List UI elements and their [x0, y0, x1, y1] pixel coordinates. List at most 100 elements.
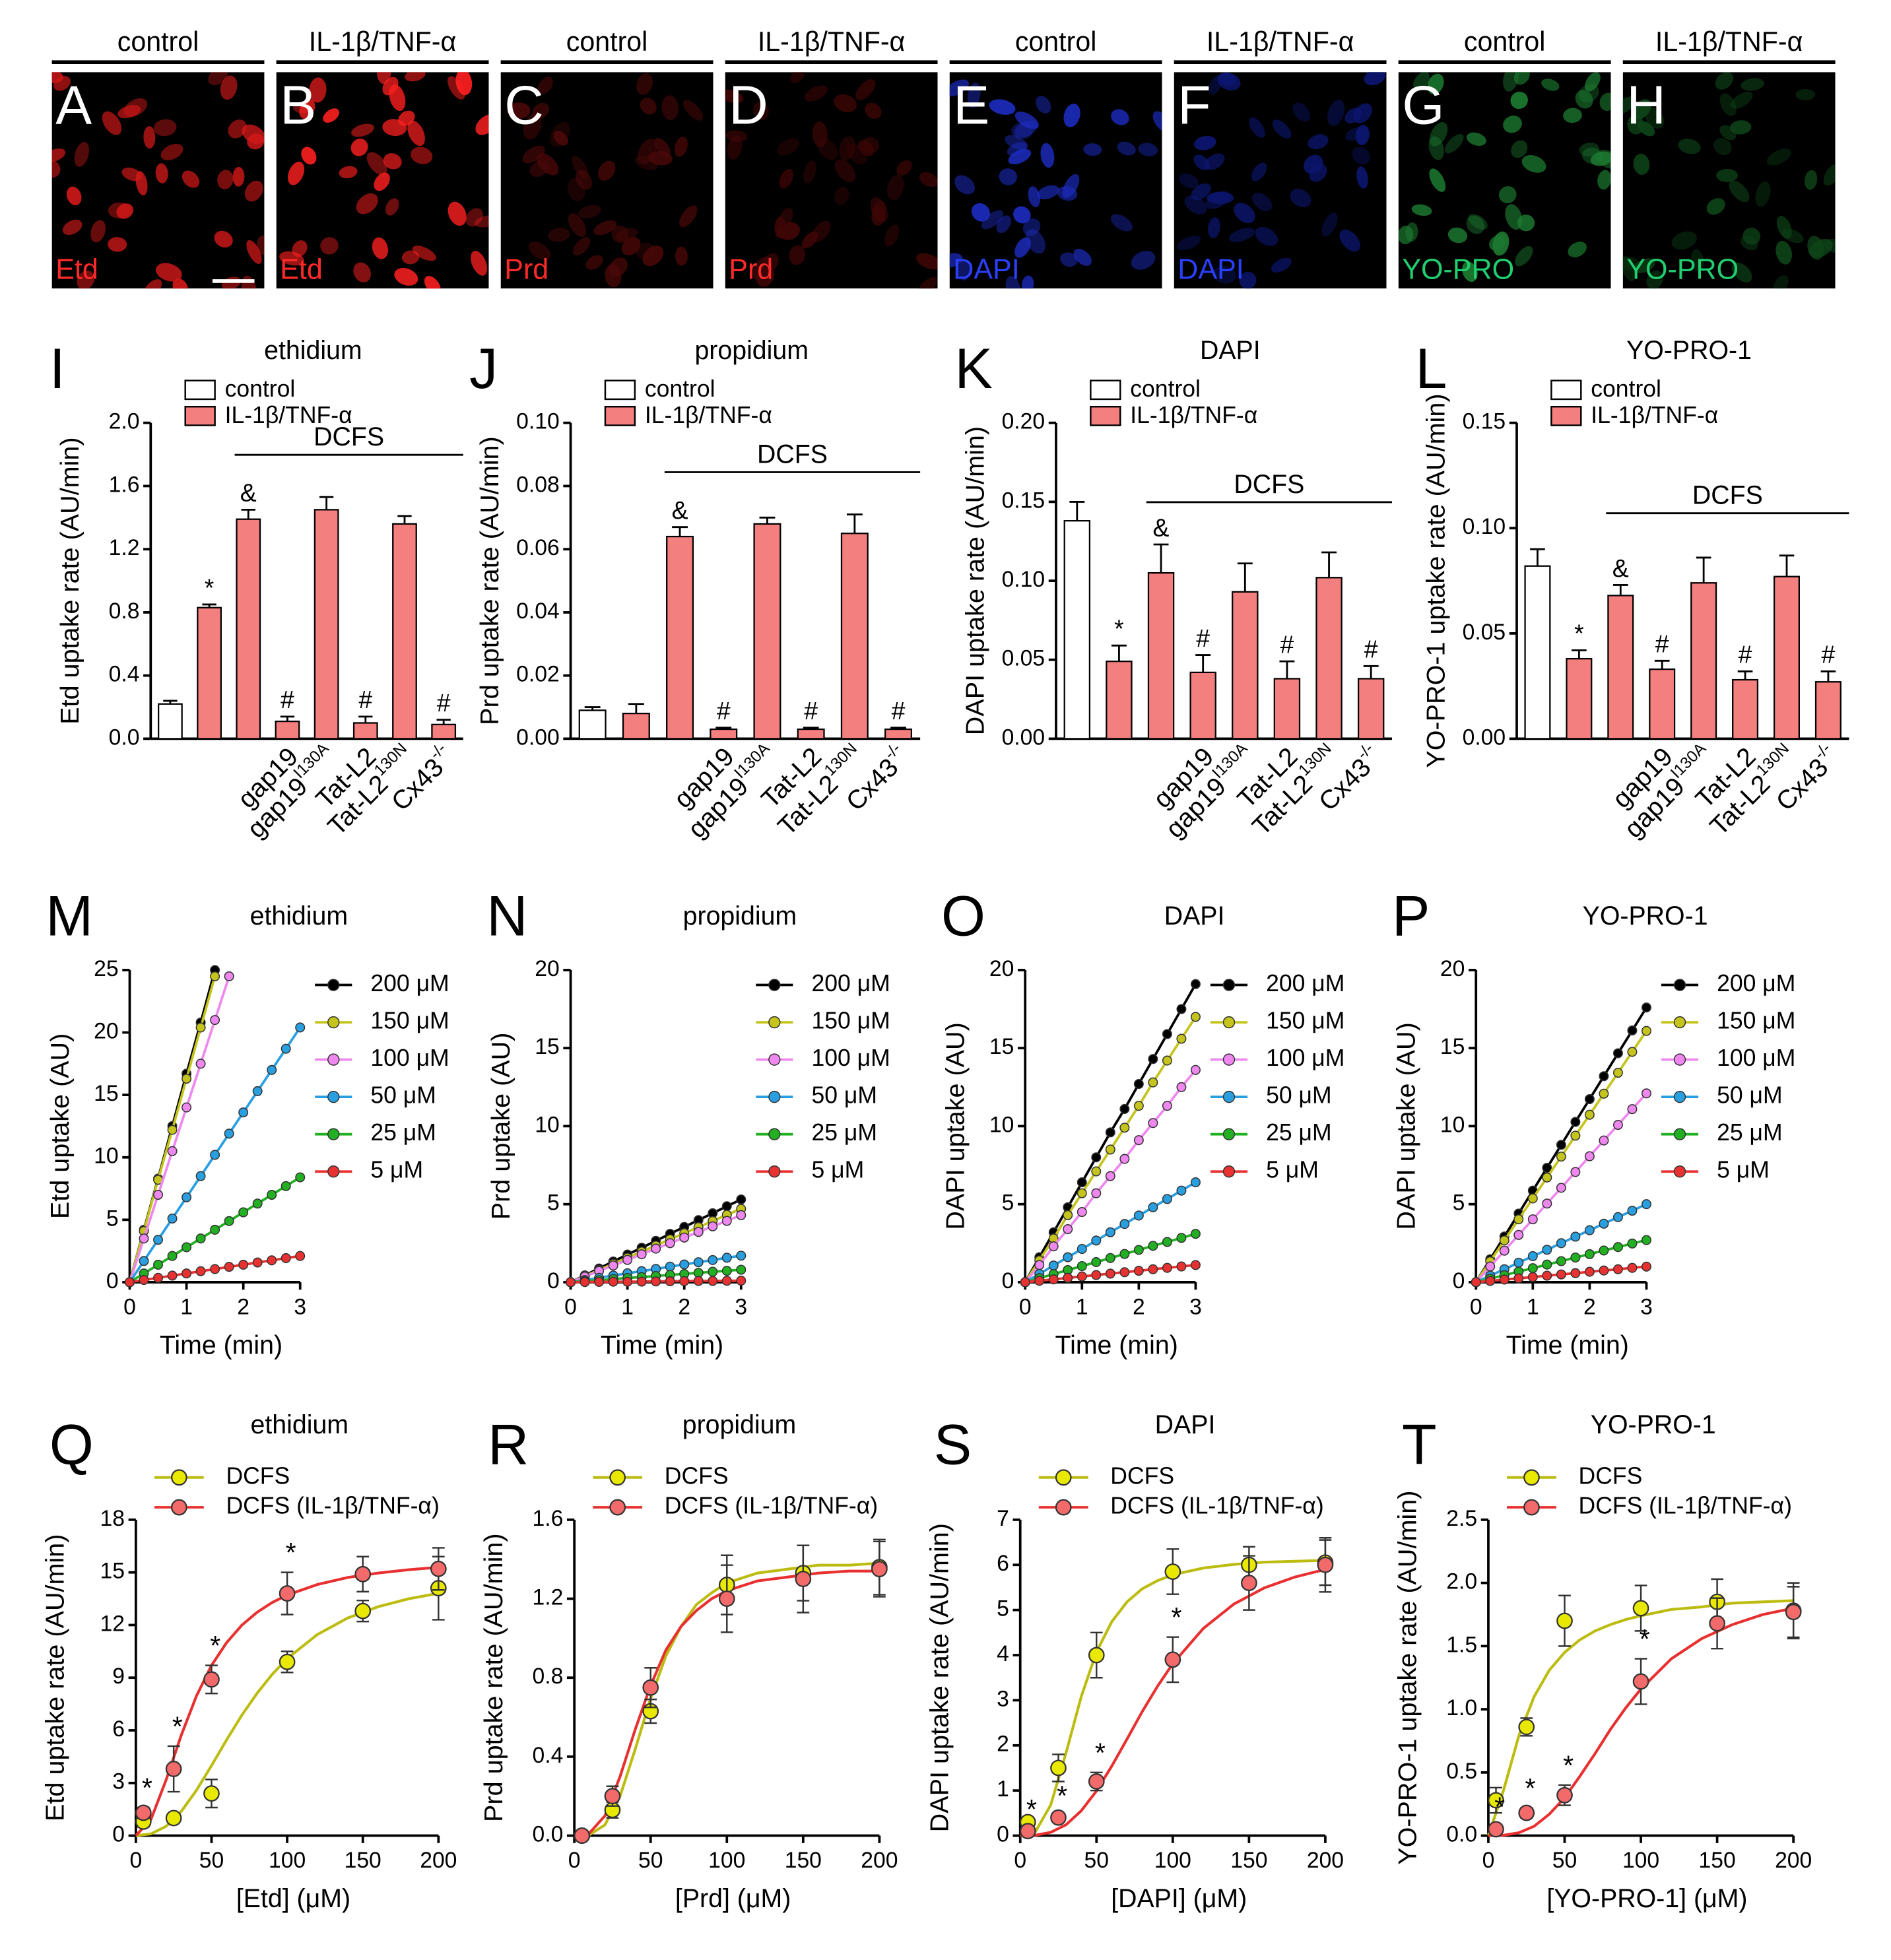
x-tick-label: 50 — [1552, 1848, 1577, 1873]
y-tick-label: 1.0 — [1446, 1695, 1477, 1720]
chart-title: propidium — [694, 336, 809, 365]
data-point — [224, 1262, 234, 1272]
data-point — [721, 1266, 732, 1276]
legend-label: 100 μM — [370, 1045, 449, 1071]
nucleus — [916, 253, 938, 270]
nucleus — [320, 237, 339, 255]
x-tick-label: 3 — [1640, 1294, 1653, 1319]
nucleus — [1025, 229, 1045, 254]
data-point — [295, 1251, 306, 1261]
y-tick-label: 2.5 — [1446, 1506, 1477, 1531]
panel-letter: O — [941, 884, 985, 948]
panel-letter: B — [280, 74, 316, 135]
data-point — [1077, 1271, 1087, 1282]
x-axis-label: Time (min) — [601, 1330, 723, 1359]
nucleus — [1028, 186, 1041, 207]
y-tick-label: 0.06 — [516, 535, 560, 560]
nucleus — [1503, 72, 1519, 92]
micrograph — [276, 72, 489, 289]
nucleus — [528, 242, 551, 260]
nucleus — [1411, 204, 1432, 216]
data-point — [1190, 1012, 1201, 1022]
nucleus — [548, 227, 570, 242]
nucleus — [51, 160, 61, 178]
chart-title: propidium — [683, 901, 797, 931]
x-tick-label: 150 — [785, 1848, 822, 1873]
data-point — [139, 1274, 149, 1286]
nucleus — [573, 236, 591, 256]
nucleus — [996, 215, 1012, 234]
legend-marker — [327, 1165, 340, 1178]
nucleus — [51, 148, 66, 162]
nucleus — [1428, 136, 1444, 160]
data-point — [1570, 1231, 1581, 1242]
significance-mark: # — [1364, 636, 1378, 663]
data-point — [1527, 1263, 1538, 1274]
nucleus — [411, 147, 433, 164]
nucleus — [1731, 262, 1752, 282]
nucleus — [1212, 265, 1236, 284]
data-point — [210, 971, 220, 981]
bar — [1524, 565, 1551, 740]
y-tick-label: 25 — [94, 956, 118, 981]
data-point — [1091, 1152, 1102, 1163]
x-tick-label: 0 — [1014, 1848, 1026, 1873]
legend-marker — [1673, 1165, 1686, 1178]
data-point — [693, 1257, 704, 1268]
data-point — [1176, 1185, 1187, 1196]
y-axis-label: DAPI uptake rate (AU/min) — [925, 1523, 954, 1832]
x-tick-label: 200 — [420, 1848, 457, 1873]
y-tick-label: 0.00 — [1463, 725, 1506, 750]
data-point — [1148, 1077, 1158, 1088]
legend-label: DCFS (IL-1β/TNF-α) — [1110, 1492, 1323, 1519]
legend-label: 100 μM — [1266, 1045, 1344, 1071]
y-axis-label: Etd uptake rate (AU/min) — [55, 437, 84, 724]
x-tick-label: 1 — [1076, 1294, 1088, 1319]
nucleus — [1466, 132, 1486, 146]
nucleus — [1447, 227, 1468, 244]
legend-label: IL-1β/TNF-α — [225, 402, 352, 428]
data-point — [1599, 1245, 1609, 1256]
bar — [753, 523, 781, 740]
data-point — [1050, 1759, 1067, 1777]
data-point — [708, 1221, 718, 1231]
legend-label: 200 μM — [1266, 970, 1344, 996]
y-tick-label: 0.00 — [516, 725, 560, 750]
nucleus — [957, 261, 970, 280]
significance-mark: * — [1640, 1624, 1650, 1654]
data-point — [1119, 1103, 1130, 1114]
data-point — [281, 1253, 291, 1263]
panel-header: IL-1β/TNF-α — [1207, 26, 1354, 57]
data-point — [1119, 1123, 1130, 1133]
nucleus — [777, 138, 800, 156]
nucleus — [1413, 72, 1430, 91]
nucleus — [1117, 141, 1136, 156]
nucleus — [1646, 270, 1663, 289]
nucleus — [1239, 271, 1257, 289]
y-tick-label: 0.05 — [1463, 620, 1506, 645]
significance-mark: * — [1494, 1792, 1505, 1823]
bar — [1232, 591, 1259, 740]
data-point — [651, 1243, 661, 1254]
bar — [578, 709, 607, 740]
legend-marker — [609, 1499, 626, 1516]
nucleus — [1521, 155, 1546, 173]
y-tick-label: 0.8 — [533, 1664, 564, 1689]
legend-label: control — [645, 376, 715, 402]
nucleus — [779, 168, 794, 189]
nucleus — [374, 172, 390, 191]
significance-mark: # — [1739, 641, 1752, 669]
nucleus — [1805, 170, 1818, 190]
nucleus — [585, 255, 603, 270]
category-superscript: 130N — [1296, 740, 1335, 780]
nucleus — [1678, 139, 1701, 154]
data-point — [203, 1785, 220, 1802]
bar — [1357, 678, 1385, 740]
data-point — [1176, 1033, 1187, 1044]
x-tick-label: 0 — [1482, 1848, 1495, 1873]
nucleus — [366, 152, 387, 176]
legend-label: 50 μM — [1717, 1082, 1783, 1108]
micrograph — [725, 72, 938, 289]
data-point — [1133, 1135, 1144, 1146]
nucleus — [143, 126, 156, 149]
